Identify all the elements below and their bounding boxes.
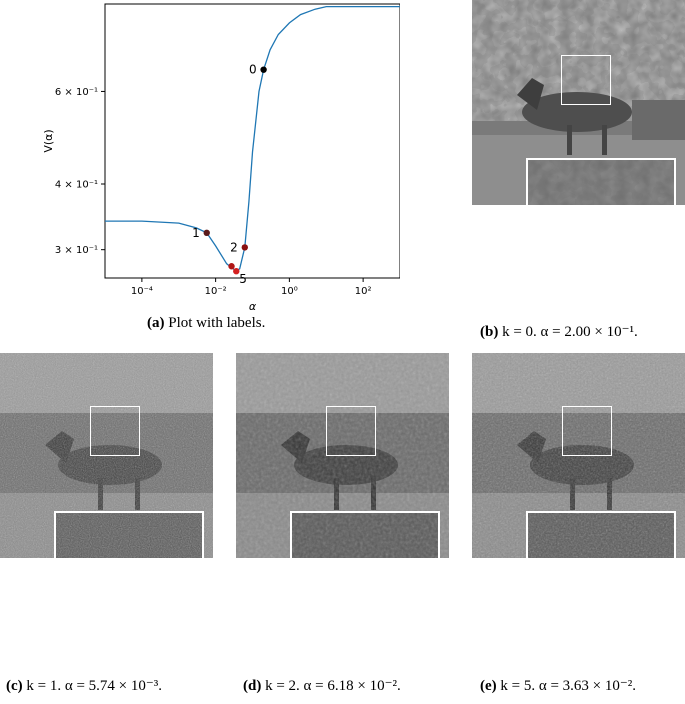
image-b-zoom [526, 158, 676, 205]
image-c [0, 353, 213, 558]
caption-c-tag: (c) [6, 678, 23, 694]
caption-b-text: k = 0. α = 2.00 × 10⁻¹. [502, 324, 638, 340]
image-d-inset-box [326, 406, 376, 456]
data-point [228, 263, 235, 270]
data-point [203, 229, 210, 237]
y-tick-label: 3 × 10⁻¹ [55, 245, 98, 256]
data-point [260, 66, 267, 73]
caption-b: (b) k = 0. α = 2.00 × 10⁻¹. [480, 322, 638, 341]
x-tick-label: 10⁻⁴ [131, 286, 153, 297]
y-axis-label: V(α) [42, 129, 55, 152]
image-e-inset-box [562, 406, 612, 456]
image-d-zoom [290, 511, 440, 558]
data-point [241, 244, 248, 251]
series-line [105, 5, 400, 273]
x-tick-label: 10⁰ [281, 286, 298, 297]
image-d [236, 353, 449, 558]
caption-d: (d) k = 2. α = 6.18 × 10⁻². [243, 676, 401, 695]
caption-c-text: k = 1. α = 5.74 × 10⁻³. [26, 678, 163, 694]
image-b-inset-box [561, 55, 611, 105]
caption-e: (e) k = 5. α = 3.63 × 10⁻². [480, 676, 636, 695]
image-b [472, 0, 685, 205]
image-e [472, 353, 685, 558]
y-tick-label: 6 × 10⁻¹ [55, 87, 98, 98]
x-tick-label: 10⁻² [205, 286, 227, 297]
caption-e-text: k = 5. α = 3.63 × 10⁻². [500, 678, 637, 694]
image-c-zoom [54, 511, 204, 558]
plot-frame [104, 3, 401, 279]
image-e-zoom [526, 511, 676, 558]
x-axis-label: α [249, 300, 257, 312]
x-tick-label: 10² [355, 286, 372, 297]
chart-svg: 10⁻⁴ 10⁻² 10⁰ 10² 3 × 10⁻¹ 4 × 10⁻¹ 6 × 10⁻¹ α V… [42, 3, 401, 313]
chart-panel: 10⁻⁴ 10⁻² 10⁰ 10² 3 × 10⁻¹ 4 × 10⁻¹ 6 × 10⁻¹ α V… [30, 0, 401, 313]
image-c-inset-box [90, 406, 140, 456]
data-label: 1 [192, 226, 200, 240]
caption-c: (c) k = 1. α = 5.74 × 10⁻³. [6, 676, 162, 695]
caption-d-text: k = 2. α = 6.18 × 10⁻². [265, 678, 401, 694]
y-tick-label: 4 × 10⁻¹ [55, 180, 98, 191]
data-label: 0 [249, 63, 257, 77]
data-label: 2 [230, 240, 238, 254]
caption-a: (a) Plot with labels. [147, 315, 265, 332]
caption-a-text: Plot with labels. [168, 315, 266, 331]
caption-d-tag: (d) [243, 678, 262, 694]
data-label: 5 [239, 272, 247, 286]
caption-a-tag: (a) [147, 315, 165, 331]
caption-b-tag: (b) [480, 324, 499, 340]
data-point [233, 268, 240, 275]
caption-e-tag: (e) [480, 678, 497, 694]
